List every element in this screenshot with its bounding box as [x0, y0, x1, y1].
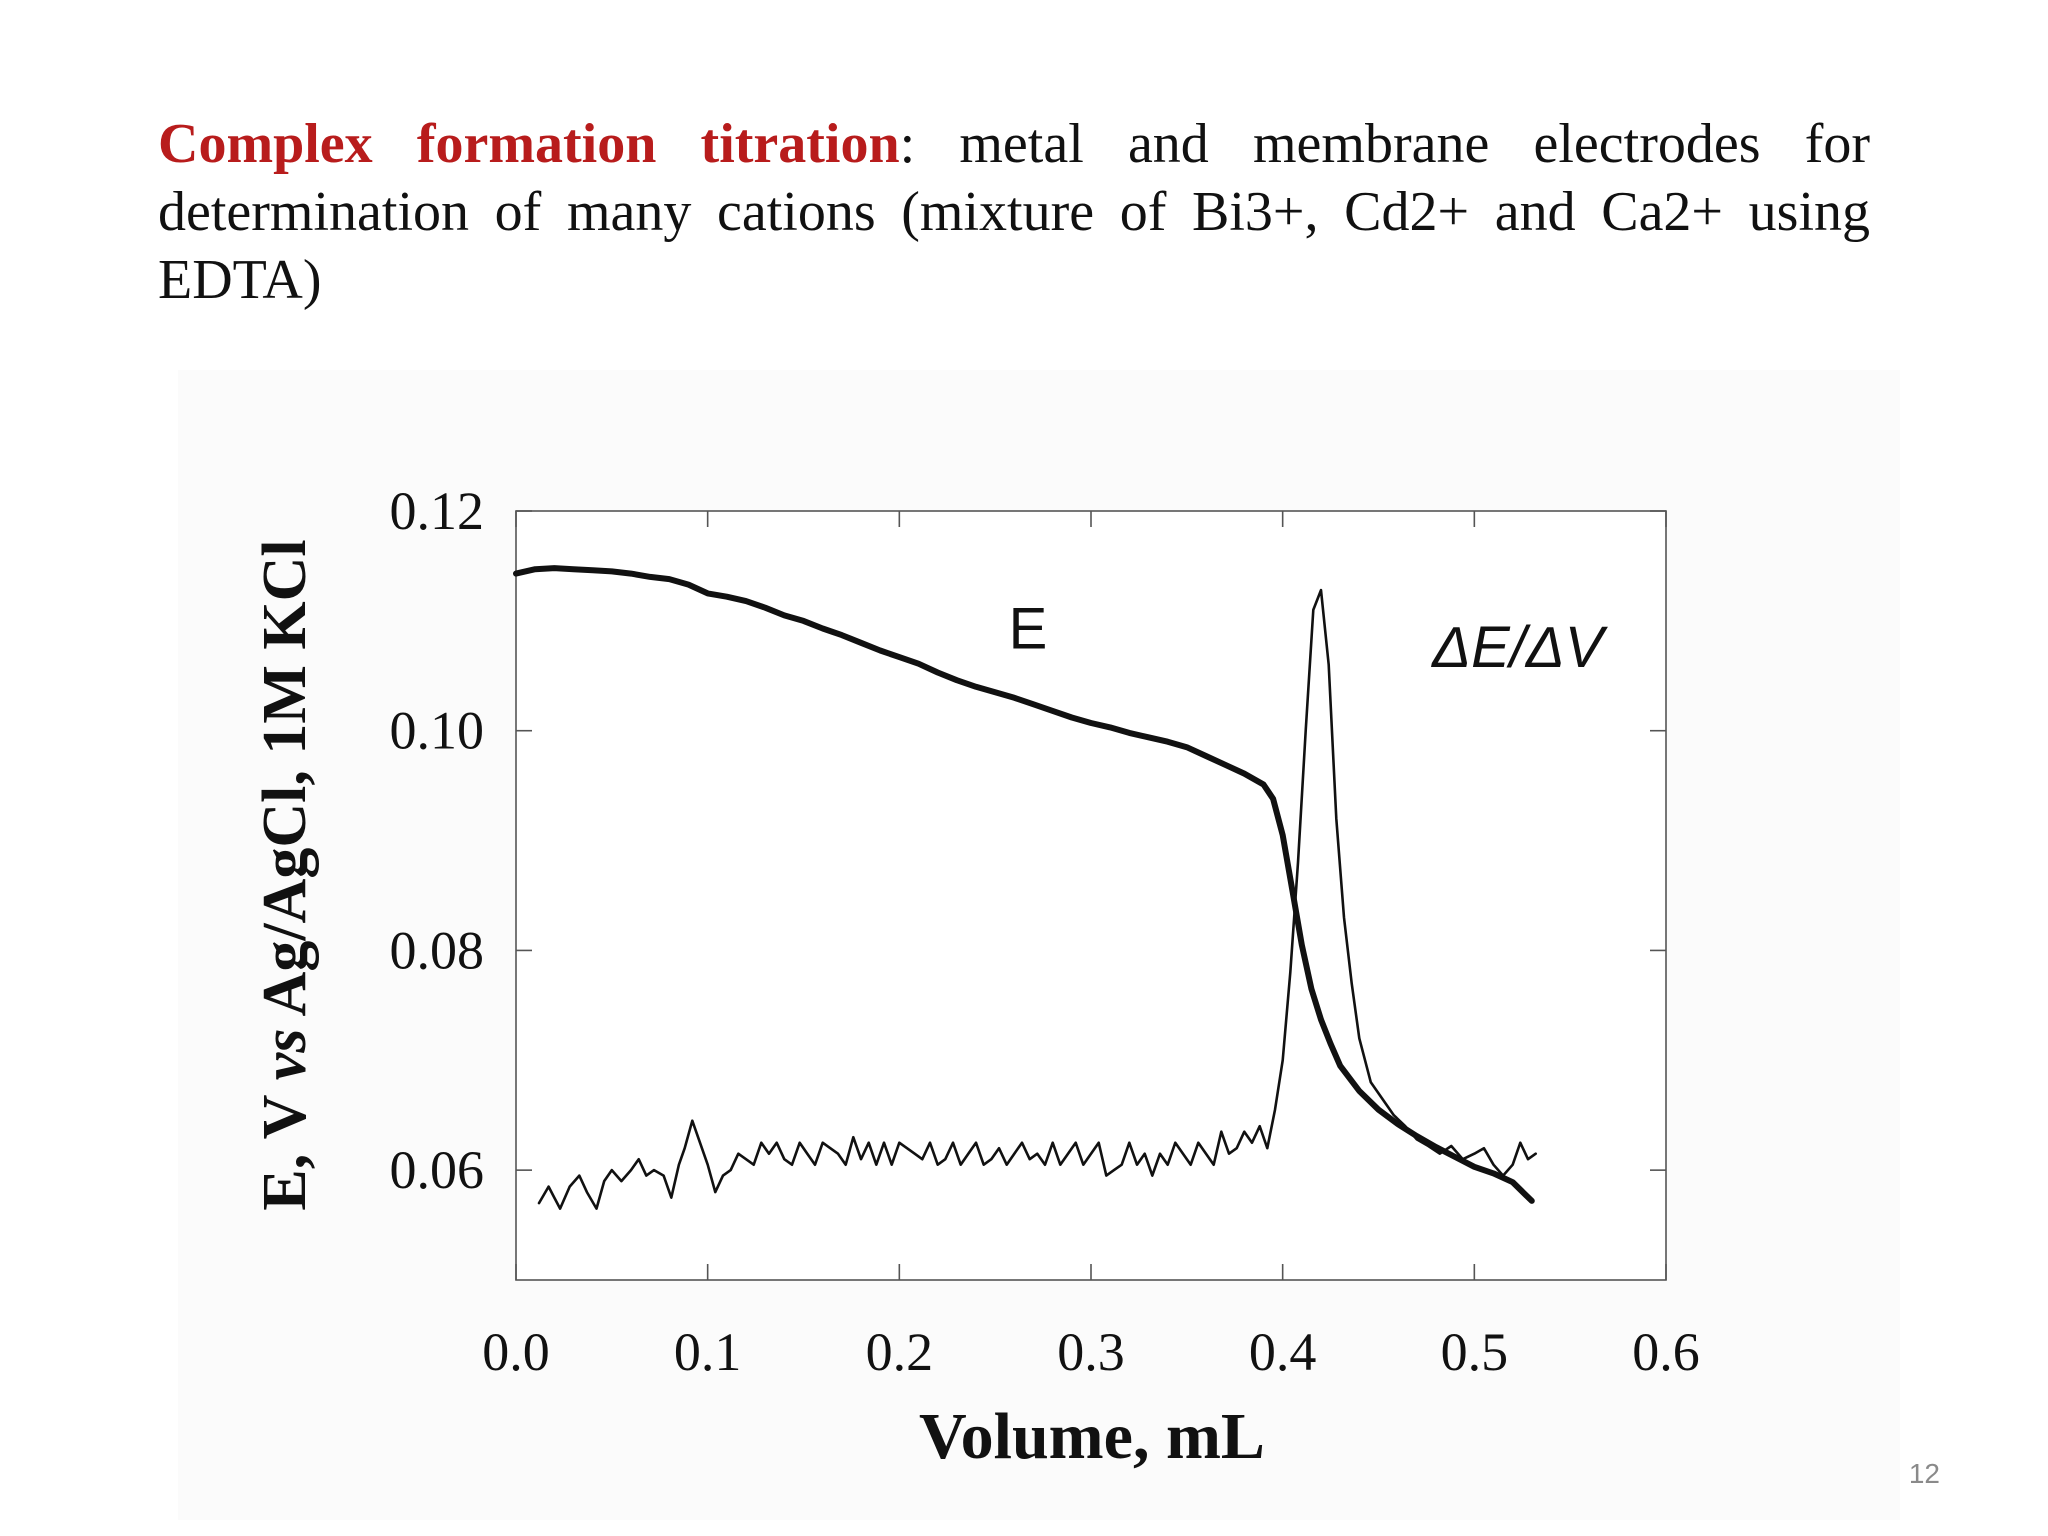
heading-rest: : metal and membrane electrodes for dete…	[158, 113, 1870, 311]
y-tick-label: 0.12	[390, 481, 485, 541]
heading-bold-part: Complex formation titration	[158, 113, 900, 175]
x-tick-label: 0.1	[674, 1322, 742, 1382]
x-tick-label: 0.0	[482, 1322, 550, 1382]
x-axis-label: Volume, mL	[919, 1400, 1265, 1473]
y-axis-label-part: Ag/AgCl, 1M KCl	[251, 539, 319, 1028]
x-tick-label: 0.5	[1441, 1322, 1509, 1382]
chart-labels: E ΔE/ΔV	[1009, 596, 1609, 680]
y-tick-label: 0.08	[390, 920, 485, 980]
series-line-e	[513, 565, 1535, 1204]
series-label: ΔE/ΔV	[1430, 615, 1609, 680]
y-tick-label: 0.06	[390, 1140, 485, 1200]
x-tick-label: 0.6	[1632, 1322, 1700, 1382]
x-tick-label: 0.4	[1249, 1322, 1317, 1382]
x-tick-label: 0.3	[1057, 1322, 1125, 1382]
series-label: E	[1009, 596, 1048, 661]
y-axis-label-part: E, V	[251, 1080, 319, 1210]
y-tick-label: 0.10	[390, 701, 485, 761]
x-tick-label: 0.2	[866, 1322, 934, 1382]
page-number: 12	[1908, 1458, 1940, 1489]
slide-heading: Complex formation titration: metal and m…	[158, 110, 1870, 314]
series-line-derivative	[537, 588, 1537, 1210]
y-axis-label-part: vs	[251, 1029, 319, 1081]
chart-ticks: 0.0 0.1 0.2 0.3 0.4 0.5 0.6 0.06 0.08 0.10 0.12	[390, 481, 1700, 1382]
chart-series	[513, 565, 1537, 1210]
y-axis-label: E, V vs Ag/AgCl, 1M KCl	[251, 539, 319, 1210]
